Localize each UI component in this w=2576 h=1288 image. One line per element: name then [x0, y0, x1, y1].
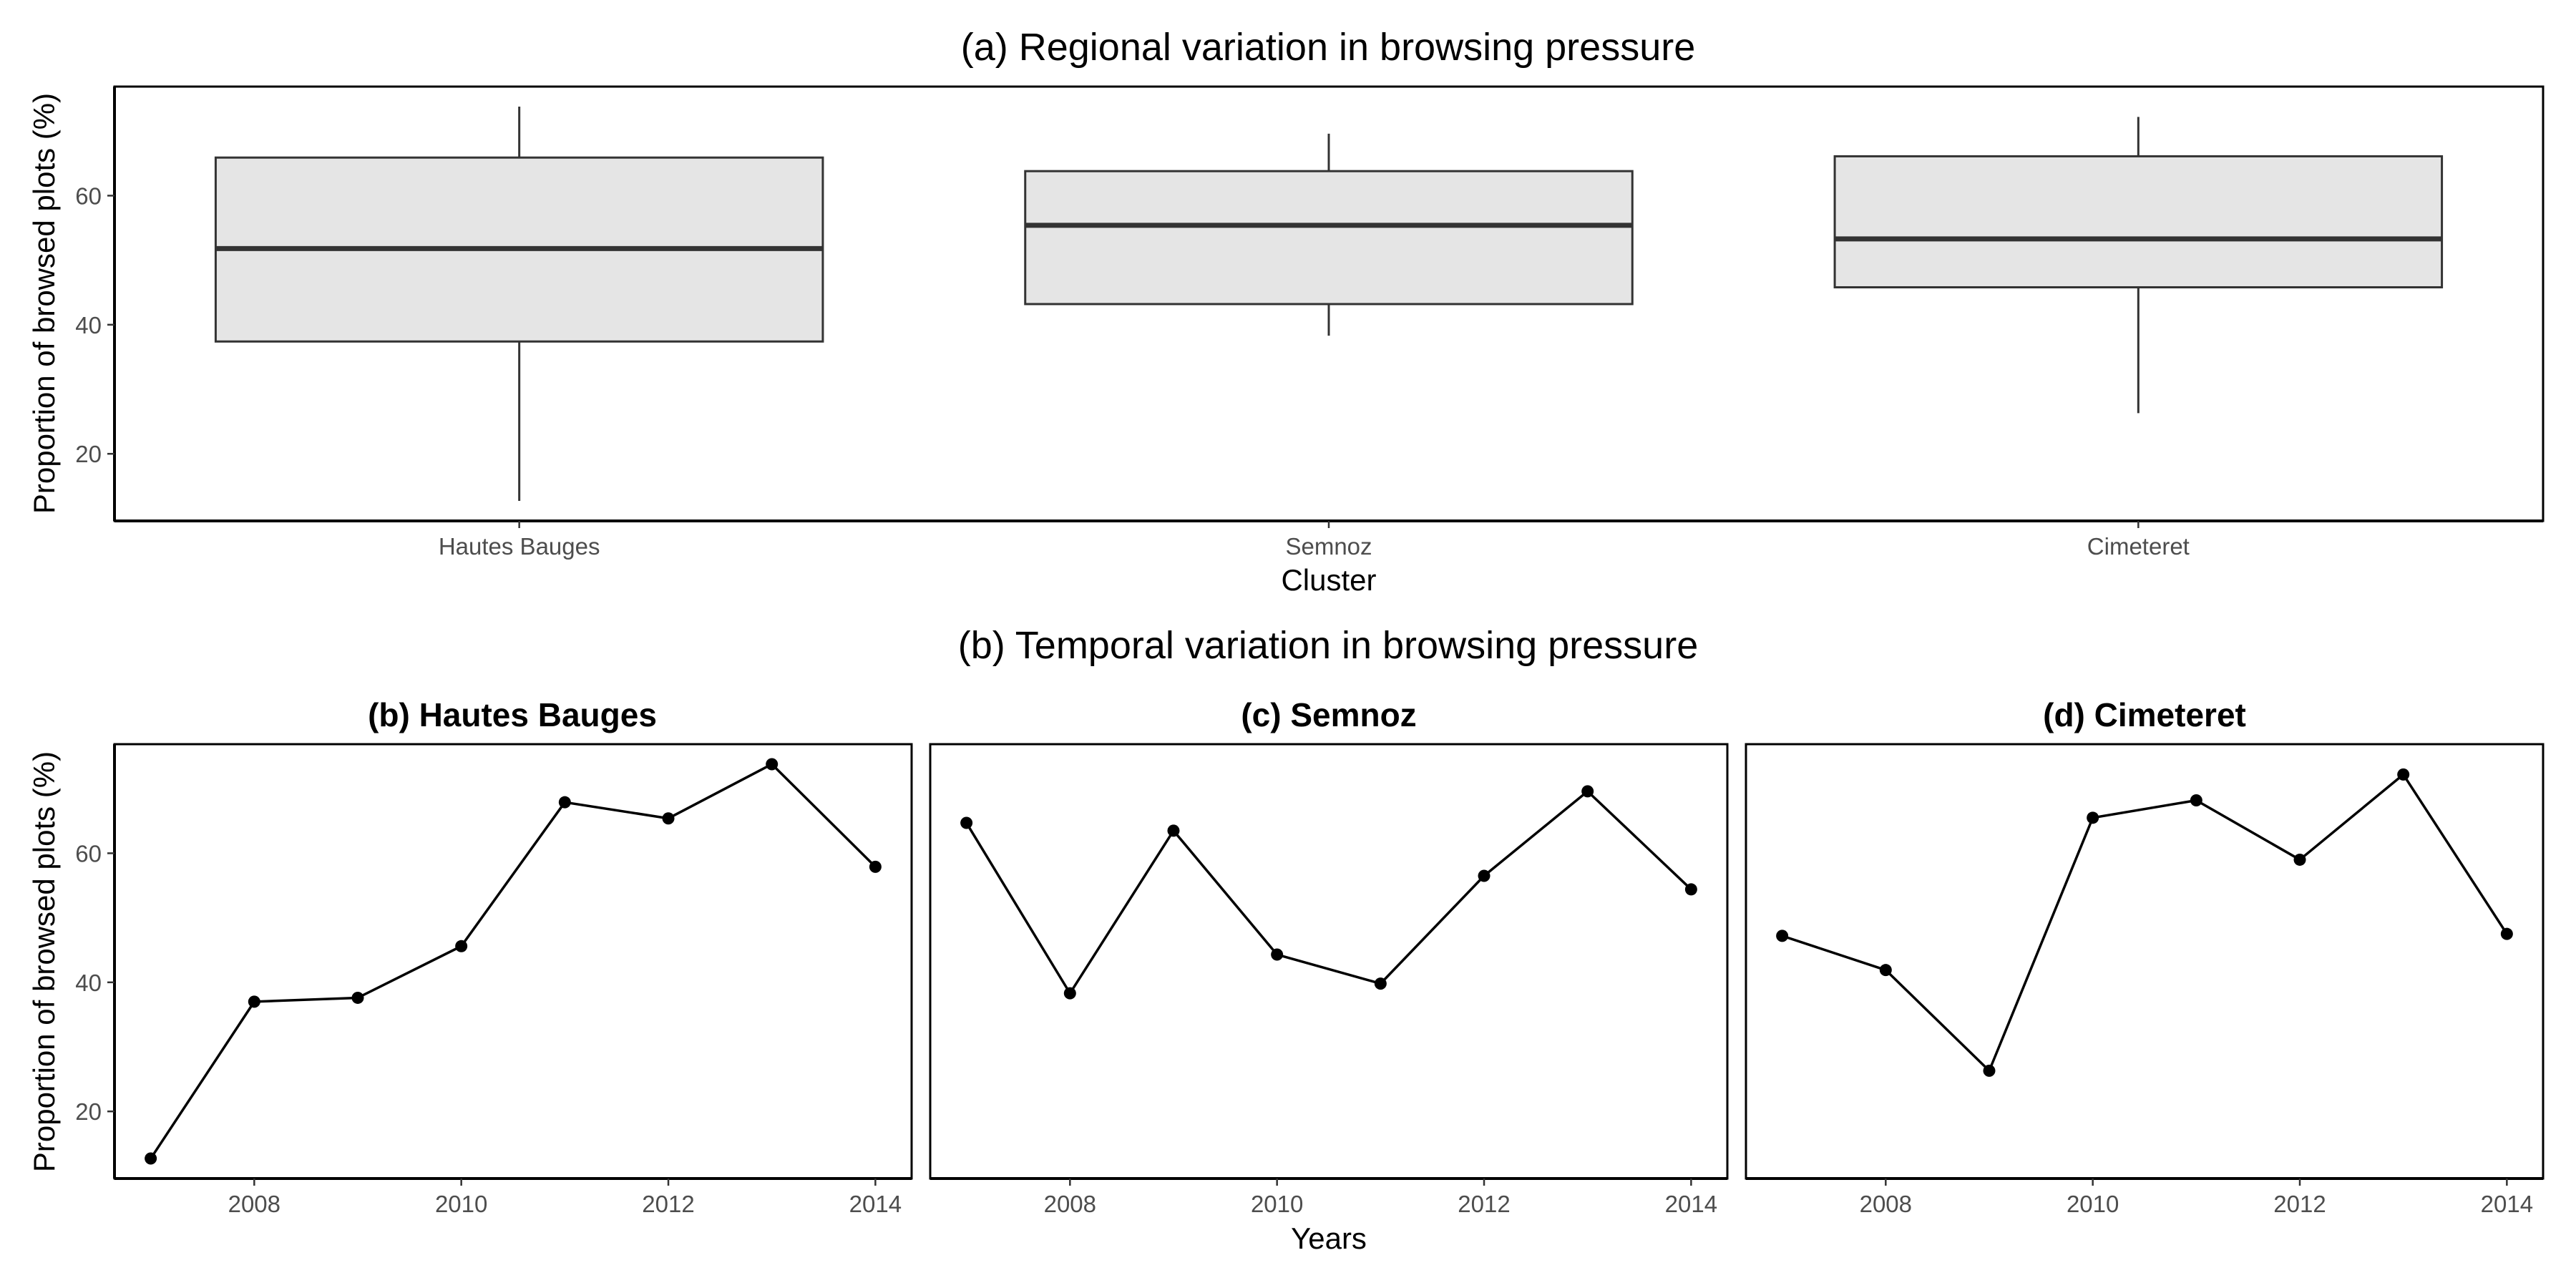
data-point	[145, 1152, 157, 1165]
data-point	[1374, 977, 1387, 990]
y-tick-label: 60	[75, 182, 102, 209]
chart-a: (a) Regional variation in browsing press…	[27, 26, 2545, 597]
data-point	[1063, 987, 1076, 1000]
data-point	[1684, 883, 1697, 896]
data-point	[869, 860, 882, 873]
panel-hautes-bauges-title: (b) Hautes Bauges	[368, 696, 657, 733]
chart-b-x-axis-title: Years	[1291, 1221, 1367, 1255]
y-tick-label: 20	[75, 441, 102, 467]
data-point	[1983, 1064, 1996, 1077]
panel-cimeteret-plot	[1776, 768, 2513, 1077]
data-point	[1271, 948, 1284, 961]
box-iqr	[1024, 170, 1634, 306]
series-line	[965, 790, 1692, 995]
data-point	[2190, 794, 2202, 806]
x-tick-label: 2008	[228, 1191, 280, 1217]
x-tick-label: Hautes Bauges	[439, 533, 600, 560]
data-point	[1581, 785, 1594, 798]
x-tick-label: 2014	[1665, 1191, 1717, 1217]
boxplot-semnoz	[1024, 133, 1634, 336]
x-tick-label: Semnoz	[1285, 533, 1372, 560]
data-point	[960, 816, 973, 829]
data-point	[1478, 869, 1491, 882]
panel-cimeteret-title: (d) Cimeteret	[2043, 696, 2246, 733]
data-point	[2087, 811, 2099, 824]
data-point	[1776, 930, 1789, 942]
x-tick-label: 2014	[849, 1191, 902, 1217]
chart-b: (b) Temporal variation in browsing press…	[27, 624, 2545, 1255]
x-tick-label: 2010	[1251, 1191, 1303, 1217]
data-point	[248, 995, 260, 1008]
y-tick-label: 60	[75, 840, 102, 867]
chart-b-title: (b) Temporal variation in browsing press…	[958, 624, 1698, 667]
series-line	[150, 763, 877, 1160]
data-point	[455, 940, 468, 952]
x-tick-label: 2008	[1044, 1191, 1096, 1217]
data-point	[2397, 768, 2410, 781]
x-tick-label: 2012	[642, 1191, 694, 1217]
y-tick-label: 20	[75, 1098, 102, 1125]
chart-a-y-axis: 20 40 60	[75, 87, 116, 521]
data-point	[766, 758, 779, 771]
boxplot-cimeteret	[1833, 117, 2444, 414]
data-point	[2500, 927, 2513, 940]
data-point	[662, 812, 675, 825]
chart-b-y-axis-title: Proportion of browsed plots (%)	[27, 751, 61, 1172]
series-line	[1782, 773, 2508, 1073]
panel-semnoz-title: (c) Semnoz	[1241, 696, 1416, 733]
chart-a-x-axis-title: Cluster	[1281, 563, 1376, 597]
x-tick-label: 2012	[2273, 1191, 2326, 1217]
box-iqr	[1833, 155, 2444, 289]
panel-semnoz-plot	[960, 785, 1697, 1000]
data-point	[351, 991, 364, 1004]
x-tick-label: 2012	[1458, 1191, 1510, 1217]
boxplot-group	[214, 106, 2444, 502]
x-tick-label: 2010	[435, 1191, 487, 1217]
chart-a-x-axis: Hautes Bauges Semnoz Cimeteret	[114, 519, 2543, 560]
chart-b-y-axis: 20 40 60	[75, 744, 116, 1179]
x-tick-label: 2010	[2067, 1191, 2119, 1217]
boxplot-hautes-bauges	[214, 106, 824, 502]
data-point	[1879, 964, 1892, 977]
x-tick-label: 2008	[1860, 1191, 1912, 1217]
panel-hautes-bauges-plot	[145, 758, 882, 1165]
chart-a-title: (a) Regional variation in browsing press…	[961, 26, 1696, 69]
x-tick-label: 2014	[2481, 1191, 2533, 1217]
data-point	[2293, 853, 2306, 866]
chart-a-y-axis-title: Proportion of browsed plots (%)	[27, 93, 61, 514]
y-tick-label: 40	[75, 970, 102, 996]
chart-b-x-axis: 2008 2010 2012 2014 2008 2010 2012 2014 2008 2010…	[114, 1177, 2543, 1217]
data-point	[1167, 824, 1180, 837]
panel-cimeteret: (d) Cimeteret	[1745, 696, 2545, 1180]
y-tick-label: 40	[75, 312, 102, 338]
x-tick-label: Cimeteret	[2087, 533, 2190, 560]
data-point	[558, 796, 571, 809]
